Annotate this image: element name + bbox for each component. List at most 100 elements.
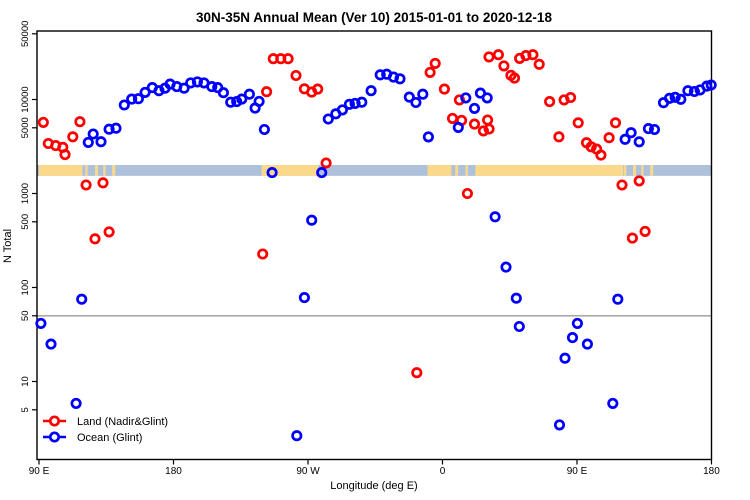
map-strip-land bbox=[650, 164, 654, 176]
scatter-point-land bbox=[97, 177, 109, 189]
scatter-point-ocean bbox=[298, 292, 310, 304]
scatter-point-ocean bbox=[236, 93, 248, 105]
scatter-point-land bbox=[429, 57, 441, 69]
scatter-point-ocean bbox=[103, 123, 115, 135]
scatter-point-land bbox=[74, 116, 86, 128]
scatter-point-land bbox=[616, 179, 628, 191]
map-strip-land bbox=[624, 164, 627, 176]
scatter-point-land bbox=[585, 141, 597, 153]
map-strip-land bbox=[95, 164, 99, 176]
scatter-point-ocean bbox=[206, 81, 218, 93]
scatter-point-land bbox=[477, 125, 489, 137]
scatter-point-ocean bbox=[70, 397, 82, 409]
scatter-point-ocean bbox=[356, 96, 368, 108]
scatter-point-land bbox=[468, 118, 481, 130]
scatter-point-ocean bbox=[625, 127, 637, 139]
scatter-point-land bbox=[261, 86, 273, 98]
scatter-point-land bbox=[438, 83, 450, 95]
x-tick-label: 0 bbox=[440, 466, 446, 477]
legend-label-land: Land (Nadir&Glint) bbox=[77, 416, 168, 428]
scatter-point-ocean bbox=[132, 93, 144, 105]
scatter-point-land bbox=[553, 131, 565, 143]
scatter-point-ocean bbox=[291, 430, 303, 442]
scatter-point-ocean bbox=[225, 96, 237, 108]
scatter-point-land bbox=[59, 149, 71, 161]
scatter-point-land bbox=[508, 72, 521, 84]
scatter-point-ocean bbox=[316, 167, 328, 179]
scatter-point-ocean bbox=[468, 102, 481, 114]
scatter-point-ocean bbox=[410, 96, 422, 109]
scatter-point-land bbox=[461, 187, 473, 200]
map-strip-ocean bbox=[37, 164, 712, 176]
scatter-point-land bbox=[498, 60, 510, 72]
scatter-point-ocean bbox=[336, 104, 348, 116]
scatter-point-ocean bbox=[571, 317, 583, 329]
scatter-point-ocean bbox=[118, 99, 130, 111]
x-tick-label: 90 W bbox=[296, 466, 320, 477]
scatter-point-land bbox=[257, 248, 269, 260]
scatter-point-land bbox=[492, 49, 504, 61]
scatter-point-ocean bbox=[663, 92, 676, 104]
scatter-point-ocean bbox=[139, 86, 151, 98]
y-tick-label: 5000 bbox=[20, 117, 31, 138]
scatter-point-land bbox=[446, 112, 459, 124]
map-strip-land bbox=[465, 164, 468, 176]
scatter-point-ocean bbox=[266, 167, 278, 179]
map-strip-land bbox=[261, 164, 319, 176]
map-strip-land bbox=[103, 164, 106, 176]
scatter-point-ocean bbox=[559, 352, 571, 364]
scatter-point-land bbox=[424, 66, 436, 78]
map-strip-land bbox=[475, 164, 624, 176]
scatter-point-ocean bbox=[581, 338, 593, 350]
map-strip-land bbox=[633, 164, 637, 176]
scatter-point-ocean bbox=[253, 95, 265, 107]
scatter-point-ocean bbox=[633, 136, 645, 148]
scatter-point-ocean bbox=[642, 123, 654, 135]
scatter-point-ocean bbox=[110, 122, 122, 134]
scatter-point-ocean bbox=[35, 317, 47, 329]
scatter-point-ocean bbox=[417, 88, 429, 100]
scatter-point-ocean bbox=[675, 93, 687, 105]
scatter-point-land bbox=[626, 232, 638, 244]
scatter-point-land bbox=[633, 175, 645, 187]
x-tick-label: 90 E bbox=[29, 466, 50, 477]
scatter-point-ocean bbox=[126, 93, 138, 105]
scatter-point-ocean bbox=[403, 91, 415, 103]
scatter-point-ocean bbox=[510, 292, 522, 304]
scatter-point-ocean bbox=[76, 293, 88, 305]
scatter-point-land bbox=[80, 179, 92, 191]
legend-marker bbox=[48, 415, 61, 427]
scatter-point-land bbox=[282, 53, 294, 65]
plot-border bbox=[36, 30, 713, 461]
scatter-point-ocean bbox=[513, 320, 525, 333]
scatter-point-land bbox=[320, 157, 332, 169]
scatter-point-ocean bbox=[349, 97, 361, 109]
scatter-point-ocean bbox=[607, 397, 619, 409]
scatter-point-land bbox=[544, 96, 556, 108]
scatter-point-ocean bbox=[688, 85, 700, 98]
scatter-point-land bbox=[565, 91, 577, 104]
y-tick-label: 5 bbox=[20, 407, 31, 412]
scatter-point-ocean bbox=[619, 133, 631, 145]
scatter-point-ocean bbox=[481, 92, 493, 104]
scatter-point-ocean bbox=[682, 85, 694, 97]
scatter-point-land bbox=[312, 83, 324, 95]
scatter-point-land bbox=[483, 123, 495, 135]
scatter-point-ocean bbox=[422, 131, 434, 143]
legend: Land (Nadir&Glint) Ocean (Glint) bbox=[43, 415, 168, 444]
map-strip-land bbox=[427, 164, 452, 176]
scatter-point-land bbox=[483, 51, 495, 63]
y-axis-label: N Total bbox=[2, 229, 14, 263]
y-tick-label: 100 bbox=[20, 280, 31, 296]
scatter-point-ocean bbox=[553, 419, 566, 431]
scatter-point-land bbox=[603, 132, 615, 144]
y-tick-label: 500 bbox=[20, 214, 31, 230]
scatter-point-land bbox=[482, 114, 494, 126]
scatter-point-ocean bbox=[452, 121, 464, 133]
scatter-point-ocean bbox=[191, 76, 203, 88]
map-strip-land bbox=[112, 164, 116, 176]
scatter-point-ocean bbox=[566, 332, 579, 344]
scatter-point-ocean bbox=[387, 71, 400, 83]
x-tick-label: 180 bbox=[165, 466, 182, 477]
scatter-point-land bbox=[572, 117, 584, 129]
